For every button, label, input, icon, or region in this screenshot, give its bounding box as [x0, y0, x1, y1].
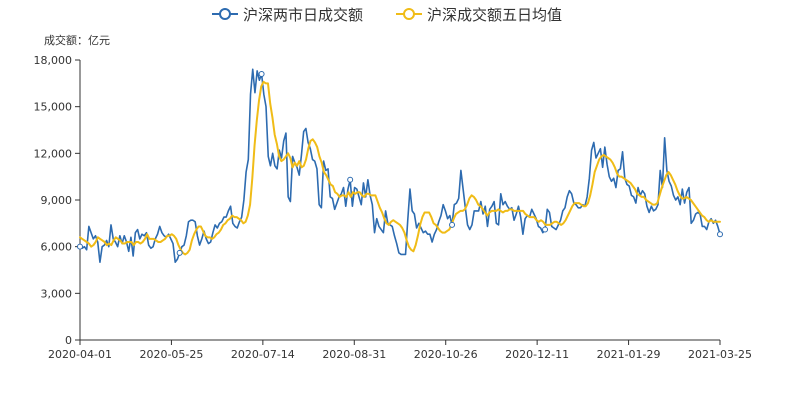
- data-point-marker[interactable]: [258, 71, 265, 77]
- y-tick-label: 6,000: [41, 241, 73, 254]
- y-axis-ticks: 0 3,000 6,000 9,000 12,000 15,000 18,000: [34, 54, 80, 347]
- legend-marker-series-1: [219, 8, 231, 20]
- legend[interactable]: 沪深两市日成交额 沪深成交额五日均值: [212, 6, 562, 24]
- y-tick-label: 18,000: [34, 54, 73, 67]
- x-tick-label: 2021-01-29: [597, 348, 661, 361]
- legend-item-series-1[interactable]: 沪深两市日成交额: [212, 6, 363, 24]
- x-tick-label: 2020-10-26: [414, 348, 478, 361]
- series-line-2[interactable]: [79, 80, 721, 256]
- y-tick-label: 9,000: [41, 194, 73, 207]
- series-line-1[interactable]: [79, 68, 721, 264]
- data-point-marker[interactable]: [176, 249, 183, 256]
- x-tick-label: 2020-07-14: [231, 348, 295, 361]
- x-tick-label: 2020-08-31: [322, 348, 386, 361]
- legend-marker-series-2: [403, 8, 415, 20]
- y-tick-label: 12,000: [34, 147, 73, 160]
- y-tick-label: 3,000: [41, 287, 73, 300]
- x-tick-label: 2020-12-11: [505, 348, 569, 361]
- y-tick-label: 15,000: [34, 101, 73, 114]
- y-unit-label-prefix: 成交额: [44, 33, 77, 47]
- data-point-marker[interactable]: [542, 226, 549, 233]
- y-unit-label: 成交额：亿元: [44, 33, 110, 47]
- data-point-marker[interactable]: [449, 221, 456, 228]
- legend-label-series-2: 沪深成交额五日均值: [427, 6, 562, 24]
- x-tick-label: 2020-05-25: [139, 348, 203, 361]
- series-layer: [77, 68, 723, 264]
- x-axis-ticks: 2020-04-01 2020-05-25 2020-07-14 2020-08-31…: [48, 340, 752, 361]
- x-tick-label: 2021-03-25: [688, 348, 752, 361]
- legend-item-series-2[interactable]: 沪深成交额五日均值: [396, 6, 562, 24]
- y-tick-label: 0: [65, 334, 72, 347]
- data-point-marker[interactable]: [77, 243, 83, 250]
- data-point-marker[interactable]: [347, 176, 354, 183]
- y-unit-label-suffix: ：亿元: [77, 34, 110, 47]
- x-tick-label: 2020-04-01: [48, 348, 112, 361]
- legend-label-series-1: 沪深两市日成交额: [243, 6, 363, 24]
- data-point-marker[interactable]: [717, 231, 723, 238]
